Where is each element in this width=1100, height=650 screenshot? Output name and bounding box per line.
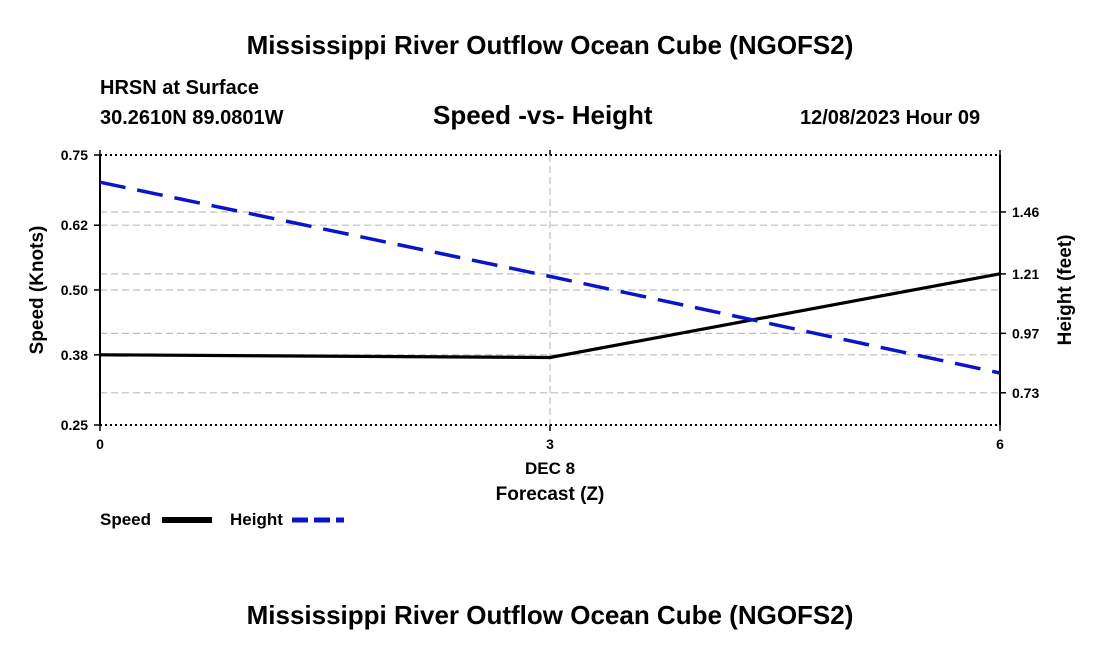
footer-title: Mississippi River Outflow Ocean Cube (NG… [246,600,854,630]
y2-tick-label: 1.21 [1012,266,1039,282]
x-axis-label: Forecast (Z) [496,484,605,505]
axis-ticks: 0.25 0.38 0.50 0.62 0.75 0.73 0.97 1.21 1.46 0 3 6 [61,147,1040,452]
legend-height-label: Height [230,510,283,529]
y-tick-label: 0.50 [61,282,88,298]
y2-tick-label: 0.97 [1012,325,1039,341]
y2-axis-label: Height (feet) [1055,235,1076,346]
location-label: 30.2610N 89.0801W [100,107,284,129]
y-tick-label: 0.75 [61,147,88,163]
y-axis-label: Speed (Knots) [27,226,48,355]
y-tick-label: 0.38 [61,347,88,363]
series-line-height [99,180,1001,375]
y2-tick-label: 0.73 [1012,385,1039,401]
grid-lines [100,154,1000,426]
y-tick-label: 0.25 [61,417,88,433]
station-label: HRSN at Surface [100,77,259,99]
x-tick-label: 0 [96,436,104,452]
datetime-label: 12/08/2023 Hour 09 [800,107,981,129]
x-tick-label: 6 [996,436,1004,452]
y-tick-label: 0.62 [61,217,88,233]
x-date-label: DEC 8 [525,459,575,478]
y2-tick-label: 1.46 [1012,204,1039,220]
series-lines [99,180,1001,375]
series-line-speed [99,272,1001,360]
page-title: Mississippi River Outflow Ocean Cube (NG… [246,30,854,60]
chart-title: Speed -vs- Height [433,100,653,130]
x-tick-label: 3 [546,436,554,452]
legend-speed-label: Speed [100,510,152,529]
